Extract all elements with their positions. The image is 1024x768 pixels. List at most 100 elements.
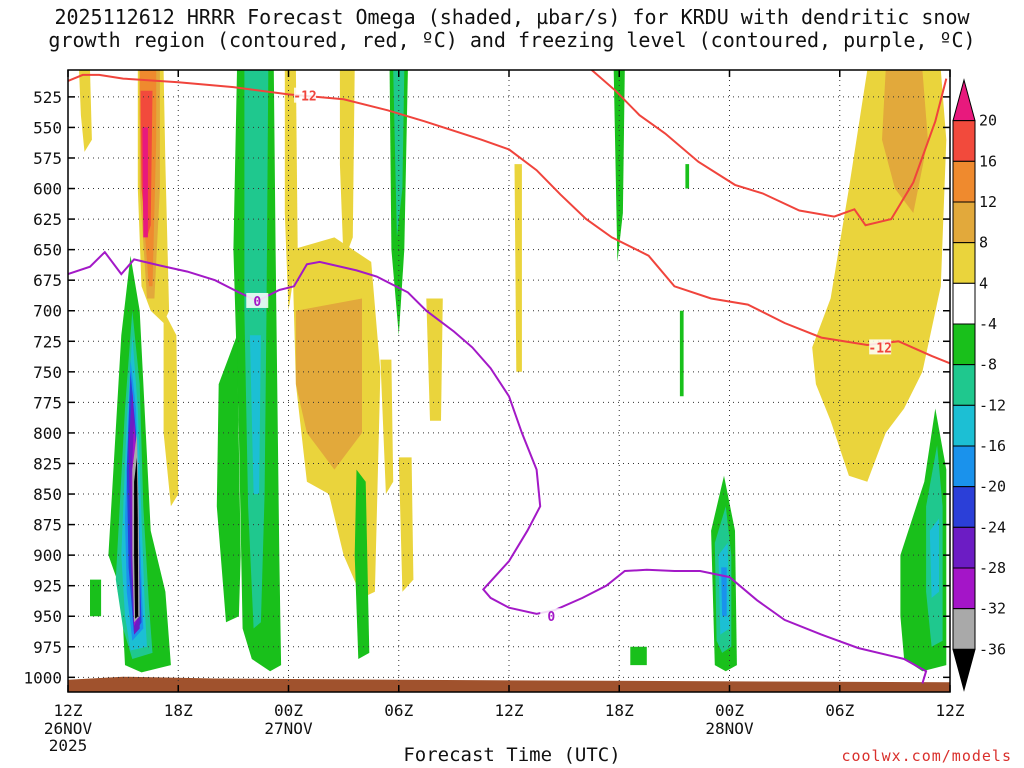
colorbar-label-2: 12 (979, 193, 997, 211)
colorbar-bin-10 (952, 486, 976, 528)
colorbar-label-5: -4 (979, 315, 997, 333)
colorbar-label-6: -8 (979, 356, 997, 374)
colorbar: 20 16 12 8 4 -4 -8 -12 -16 -20 -24 -28 -32 -36 (952, 78, 1006, 692)
x-tick-label-5: 18Z (605, 701, 634, 720)
contour-label-bg-2-0 (246, 292, 269, 308)
colorbar-label-11: -28 (979, 559, 1006, 577)
y-tick-label-3: 600 (33, 180, 62, 199)
y-tick-label-14: 875 (33, 516, 62, 535)
contour-lines: -12 -12 0 0 (68, 70, 950, 684)
x-tick-label-2: 00Z (274, 701, 303, 720)
omega-region-36 (90, 579, 102, 617)
x-tick-sublabel-2-0: 27NOV (264, 719, 313, 738)
contour-label-0-1: -12 (868, 341, 891, 356)
omega-region-10 (216, 335, 241, 623)
colorbar-bin-5 (952, 282, 976, 325)
x-tick-label-6: 00Z (715, 701, 744, 720)
x-tick-sublabel-0-1: 2025 (49, 736, 88, 755)
y-tick-label-4: 625 (33, 210, 62, 229)
x-tick-label-8: 12Z (936, 701, 965, 720)
title-line-2: growth region (contoured, red, ºC) and f… (48, 28, 976, 52)
y-tick-label-12: 825 (33, 454, 62, 473)
contour-label-2-1: 0 (547, 610, 555, 625)
y-tick-label-16: 925 (33, 577, 62, 596)
y-tick-label-0: 525 (33, 88, 62, 107)
colorbar-bin-6 (952, 323, 976, 366)
y-tick-label-13: 850 (33, 485, 62, 504)
x-tick-label-3: 06Z (384, 701, 413, 720)
omega-region-9 (249, 335, 261, 494)
colorbar-label-7: -12 (979, 396, 1006, 414)
contour-line-2 (68, 250, 928, 684)
omega-region-20 (426, 298, 443, 421)
colorbar-label-12: -32 (979, 600, 1006, 618)
y-tick-label-6: 675 (33, 271, 62, 290)
y-tick-label-15: 900 (33, 546, 62, 565)
y-tick-label-5: 650 (33, 241, 62, 260)
y-tick-label-9: 750 (33, 363, 62, 382)
y-tick-label-2: 575 (33, 149, 62, 168)
colorbar-label-4: 4 (979, 274, 988, 292)
colorbar-bin-12 (952, 567, 976, 610)
y-tick-label-7: 700 (33, 302, 62, 321)
colorbar-bin-3 (952, 201, 976, 244)
y-tick-label-18: 975 (33, 638, 62, 657)
x-axis-label: Forecast Time (UTC) (403, 744, 621, 766)
colorbar-label-0: 20 (979, 112, 997, 130)
colorbar-bin-4 (952, 242, 976, 284)
colorbar-label-8: -16 (979, 437, 1006, 455)
colorbar-bin-0 (952, 78, 976, 122)
omega-region-24 (685, 164, 690, 189)
y-tick-label-19: 1000 (23, 668, 62, 687)
x-tick-sublabel-6-0: 28NOV (705, 719, 754, 738)
title-line-1: 2025112612 HRRR Forecast Omega (shaded, … (54, 5, 970, 29)
colorbar-bin-11 (952, 526, 976, 569)
omega-region-18 (380, 359, 394, 494)
omega-region-17 (354, 469, 370, 659)
colorbar-bin-8 (952, 404, 976, 447)
y-axis: 525 550 575 600 625 650 675 700 725 750 775 800 825 8… (23, 88, 950, 687)
colorbar-bin-9 (952, 445, 976, 488)
x-tick-label-7: 06Z (825, 701, 854, 720)
x-tick-label-4: 12Z (495, 701, 524, 720)
omega-region-19 (398, 457, 414, 592)
chart-title: 2025112612 HRRR Forecast Omega (shaded, … (0, 6, 1024, 52)
contour-label-0-0: -12 (293, 90, 316, 105)
x-tick-sublabel-0-0: 26NOV (44, 719, 93, 738)
contour-label-bg-2-1 (540, 608, 563, 624)
colorbar-bin-13 (952, 608, 976, 650)
omega-region-14 (339, 70, 355, 262)
omega-region-23 (679, 310, 684, 397)
contour-line-0 (68, 73, 950, 365)
colorbar-bin-7 (952, 364, 976, 406)
x-tick-label-1: 18Z (164, 701, 193, 720)
y-tick-label-10: 775 (33, 393, 62, 412)
colorbar-label-9: -20 (979, 478, 1006, 496)
omega-region-5 (142, 127, 148, 238)
omega-region-0 (79, 70, 92, 152)
colorbar-label-13: -36 (979, 640, 1006, 658)
omega-region-45 (134, 457, 139, 619)
omega-region-13 (295, 298, 362, 470)
contour-label-2-0: 0 (253, 295, 261, 310)
grid-lines (67, 70, 951, 692)
y-tick-label-17: 950 (33, 607, 62, 626)
colorbar-label-1: 16 (979, 152, 997, 170)
colorbar-label-10: -24 (979, 518, 1006, 536)
omega-shading (79, 70, 947, 673)
contour-label-bg-0-1 (869, 339, 892, 355)
colorbar-bin-2 (952, 160, 976, 203)
colorbar-bin-1 (952, 120, 976, 162)
colorbar-bin-14 (952, 648, 976, 692)
contour-line-1 (591, 70, 948, 227)
omega-region-6 (163, 310, 179, 507)
omega-region-29 (721, 567, 727, 617)
contour-label-bg-0-0 (294, 87, 317, 103)
colorbar-label-3: 8 (979, 234, 988, 252)
omega-region-34 (929, 518, 939, 598)
omega-region-25 (630, 646, 647, 666)
y-tick-label-1: 550 (33, 118, 62, 137)
x-tick-label-0: 12Z (54, 701, 83, 720)
